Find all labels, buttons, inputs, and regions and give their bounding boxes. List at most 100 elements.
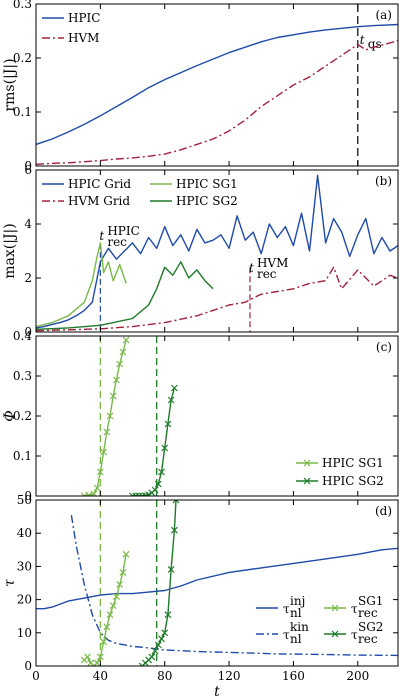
y-axis-label: Φ xyxy=(2,410,18,421)
data-point-marker xyxy=(109,392,117,400)
data-point-marker xyxy=(103,428,111,436)
data-point-marker xyxy=(80,492,88,496)
panel-label: (a) xyxy=(375,8,392,22)
y-tick-label: 6 xyxy=(24,163,32,177)
y-tick-label: 4 xyxy=(24,217,32,231)
y-tick-label: 0.1 xyxy=(13,105,32,119)
data-point-marker xyxy=(154,480,162,488)
data-point-marker xyxy=(122,550,130,558)
data-point-marker xyxy=(158,468,165,476)
data-point-marker xyxy=(100,448,107,456)
legend-label: HPIC SG1 xyxy=(176,177,238,191)
legend-label-sub: nl xyxy=(290,632,302,646)
y-tick-label: 0.3 xyxy=(13,0,32,11)
x-tick-label: 200 xyxy=(346,669,369,683)
data-point-marker xyxy=(119,348,127,356)
legend-label-sup: kin xyxy=(290,620,309,634)
panel-label: (d) xyxy=(375,504,392,518)
y-tick-label: 2 xyxy=(24,271,32,285)
y-tick-label: 0.2 xyxy=(13,409,32,423)
annotation-sub: qs xyxy=(368,37,382,51)
data-point-marker xyxy=(84,653,91,661)
y-tick-label: 40 xyxy=(17,526,32,540)
data-point-marker xyxy=(158,635,165,643)
data-point-marker xyxy=(170,526,178,534)
legend-label-sup: SG2 xyxy=(358,620,383,634)
legend-label: HPIC SG2 xyxy=(176,194,238,208)
data-point-marker xyxy=(116,360,124,368)
panel-frame xyxy=(35,3,399,167)
legend-label: HPIC xyxy=(68,11,100,25)
legend-label: HPIC SG2 xyxy=(322,474,384,488)
y-tick-label: 20 xyxy=(17,593,32,607)
legend-c: HPIC SG1 HPIC SG2 xyxy=(296,456,384,488)
data-point-marker xyxy=(164,420,172,428)
y-tick-label: 50 xyxy=(17,493,32,507)
data-point-marker xyxy=(151,486,159,494)
data-point-marker xyxy=(96,653,104,661)
data-point-marker xyxy=(109,602,117,610)
series-group xyxy=(80,336,178,496)
panel-c: 0 0.1 0.2 0.3 0.4 (c) Φ xyxy=(2,329,399,503)
data-point-marker xyxy=(96,468,104,476)
data-point-marker xyxy=(93,484,101,492)
x-tick-label: 120 xyxy=(218,669,241,683)
x-axis-label: t xyxy=(214,684,220,699)
series-group xyxy=(36,500,398,666)
series-group xyxy=(36,174,398,332)
data-point-marker xyxy=(154,641,162,649)
y-tick-label: 0 xyxy=(24,159,32,173)
data-point-marker xyxy=(151,647,159,655)
panel-frame xyxy=(35,499,399,667)
legend-label: HPIC SG1 xyxy=(322,456,384,470)
legend-label: τ xyxy=(283,628,290,642)
data-point-marker xyxy=(119,569,127,576)
annotation-sup: HVM xyxy=(257,256,288,270)
panel-frame xyxy=(35,335,399,497)
annotation-sub: rec xyxy=(257,267,277,281)
data-point-marker xyxy=(170,384,178,392)
annotation-label: t xyxy=(249,261,254,275)
legend-b: HPIC Grid HPIC SG1 HVM Grid HPIC SG2 xyxy=(42,177,238,208)
y-axis-label: τ xyxy=(2,579,18,587)
annotation-sub: rec xyxy=(107,235,127,249)
x-tick-label: 80 xyxy=(157,669,172,683)
data-point-marker xyxy=(116,581,124,588)
y-tick-label: 10 xyxy=(17,626,32,640)
legend-label: τ xyxy=(351,602,358,616)
x-tick-label: 40 xyxy=(93,669,108,683)
legend-label-sup: inj xyxy=(290,594,305,608)
data-point-marker xyxy=(85,491,93,496)
series-line xyxy=(36,40,398,166)
legend-label-sub: rec xyxy=(358,606,378,620)
data-point-marker xyxy=(106,412,114,420)
series-line xyxy=(36,242,127,328)
legend-marker xyxy=(303,459,311,467)
legend-marker xyxy=(303,477,311,485)
panel-label: (b) xyxy=(375,174,392,188)
data-point-marker xyxy=(145,491,153,496)
panel-d: 0 10 20 30 40 50 (d) τ xyxy=(2,493,399,673)
data-point-marker xyxy=(161,629,169,637)
panel-label: (c) xyxy=(376,340,392,354)
series-group xyxy=(36,23,398,166)
panel-frame xyxy=(35,169,399,333)
legend-label: HPIC Grid xyxy=(68,177,131,191)
data-point-marker xyxy=(167,396,175,404)
y-tick-label: 0 xyxy=(24,659,32,673)
y-tick-label: 0.1 xyxy=(13,449,32,463)
data-point-marker xyxy=(161,444,169,452)
series-line xyxy=(36,174,398,329)
annotation-label: t xyxy=(99,229,104,243)
series-line xyxy=(132,387,176,496)
series-line xyxy=(36,23,398,146)
data-point-marker xyxy=(103,623,111,631)
data-point-marker xyxy=(113,376,120,384)
series-line xyxy=(36,266,398,332)
data-point-marker xyxy=(148,653,156,661)
data-point-marker xyxy=(100,638,107,646)
series-line xyxy=(70,514,398,657)
